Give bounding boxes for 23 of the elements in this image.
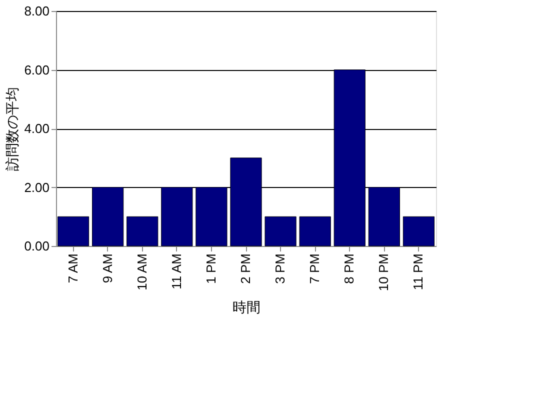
x-tick-label: 10 AM <box>134 254 150 290</box>
bar <box>402 216 435 246</box>
y-axis-title: 訪問数の平均 <box>4 87 20 171</box>
x-tick-label: 9 AM <box>100 254 115 284</box>
x-tick-label: 7 AM <box>65 254 80 284</box>
x-tick-label: 3 PM <box>272 254 288 284</box>
x-tick-label: 10 PM <box>376 254 392 292</box>
x-tick-label: 11 PM <box>410 254 426 290</box>
x-tick-label: 7 PM <box>307 254 322 284</box>
x-tick-label: 1 PM <box>203 254 218 284</box>
bar <box>299 216 331 246</box>
y-tick-label: 8.00 <box>24 4 50 18</box>
y-tick-label: 2.00 <box>24 180 50 195</box>
x-tick-label: 8 PM <box>342 254 357 284</box>
y-tick-label: 6.00 <box>24 62 50 78</box>
bar <box>57 216 90 246</box>
y-tick-label: 4.00 <box>24 121 50 136</box>
y-tick-label: 0.00 <box>24 238 50 254</box>
bar <box>264 216 296 246</box>
x-tick-label: 2 PM <box>238 254 253 284</box>
bar <box>126 216 158 246</box>
x-axis-title: 時間 <box>232 299 260 316</box>
x-tick-label: 11 AM <box>168 254 184 290</box>
